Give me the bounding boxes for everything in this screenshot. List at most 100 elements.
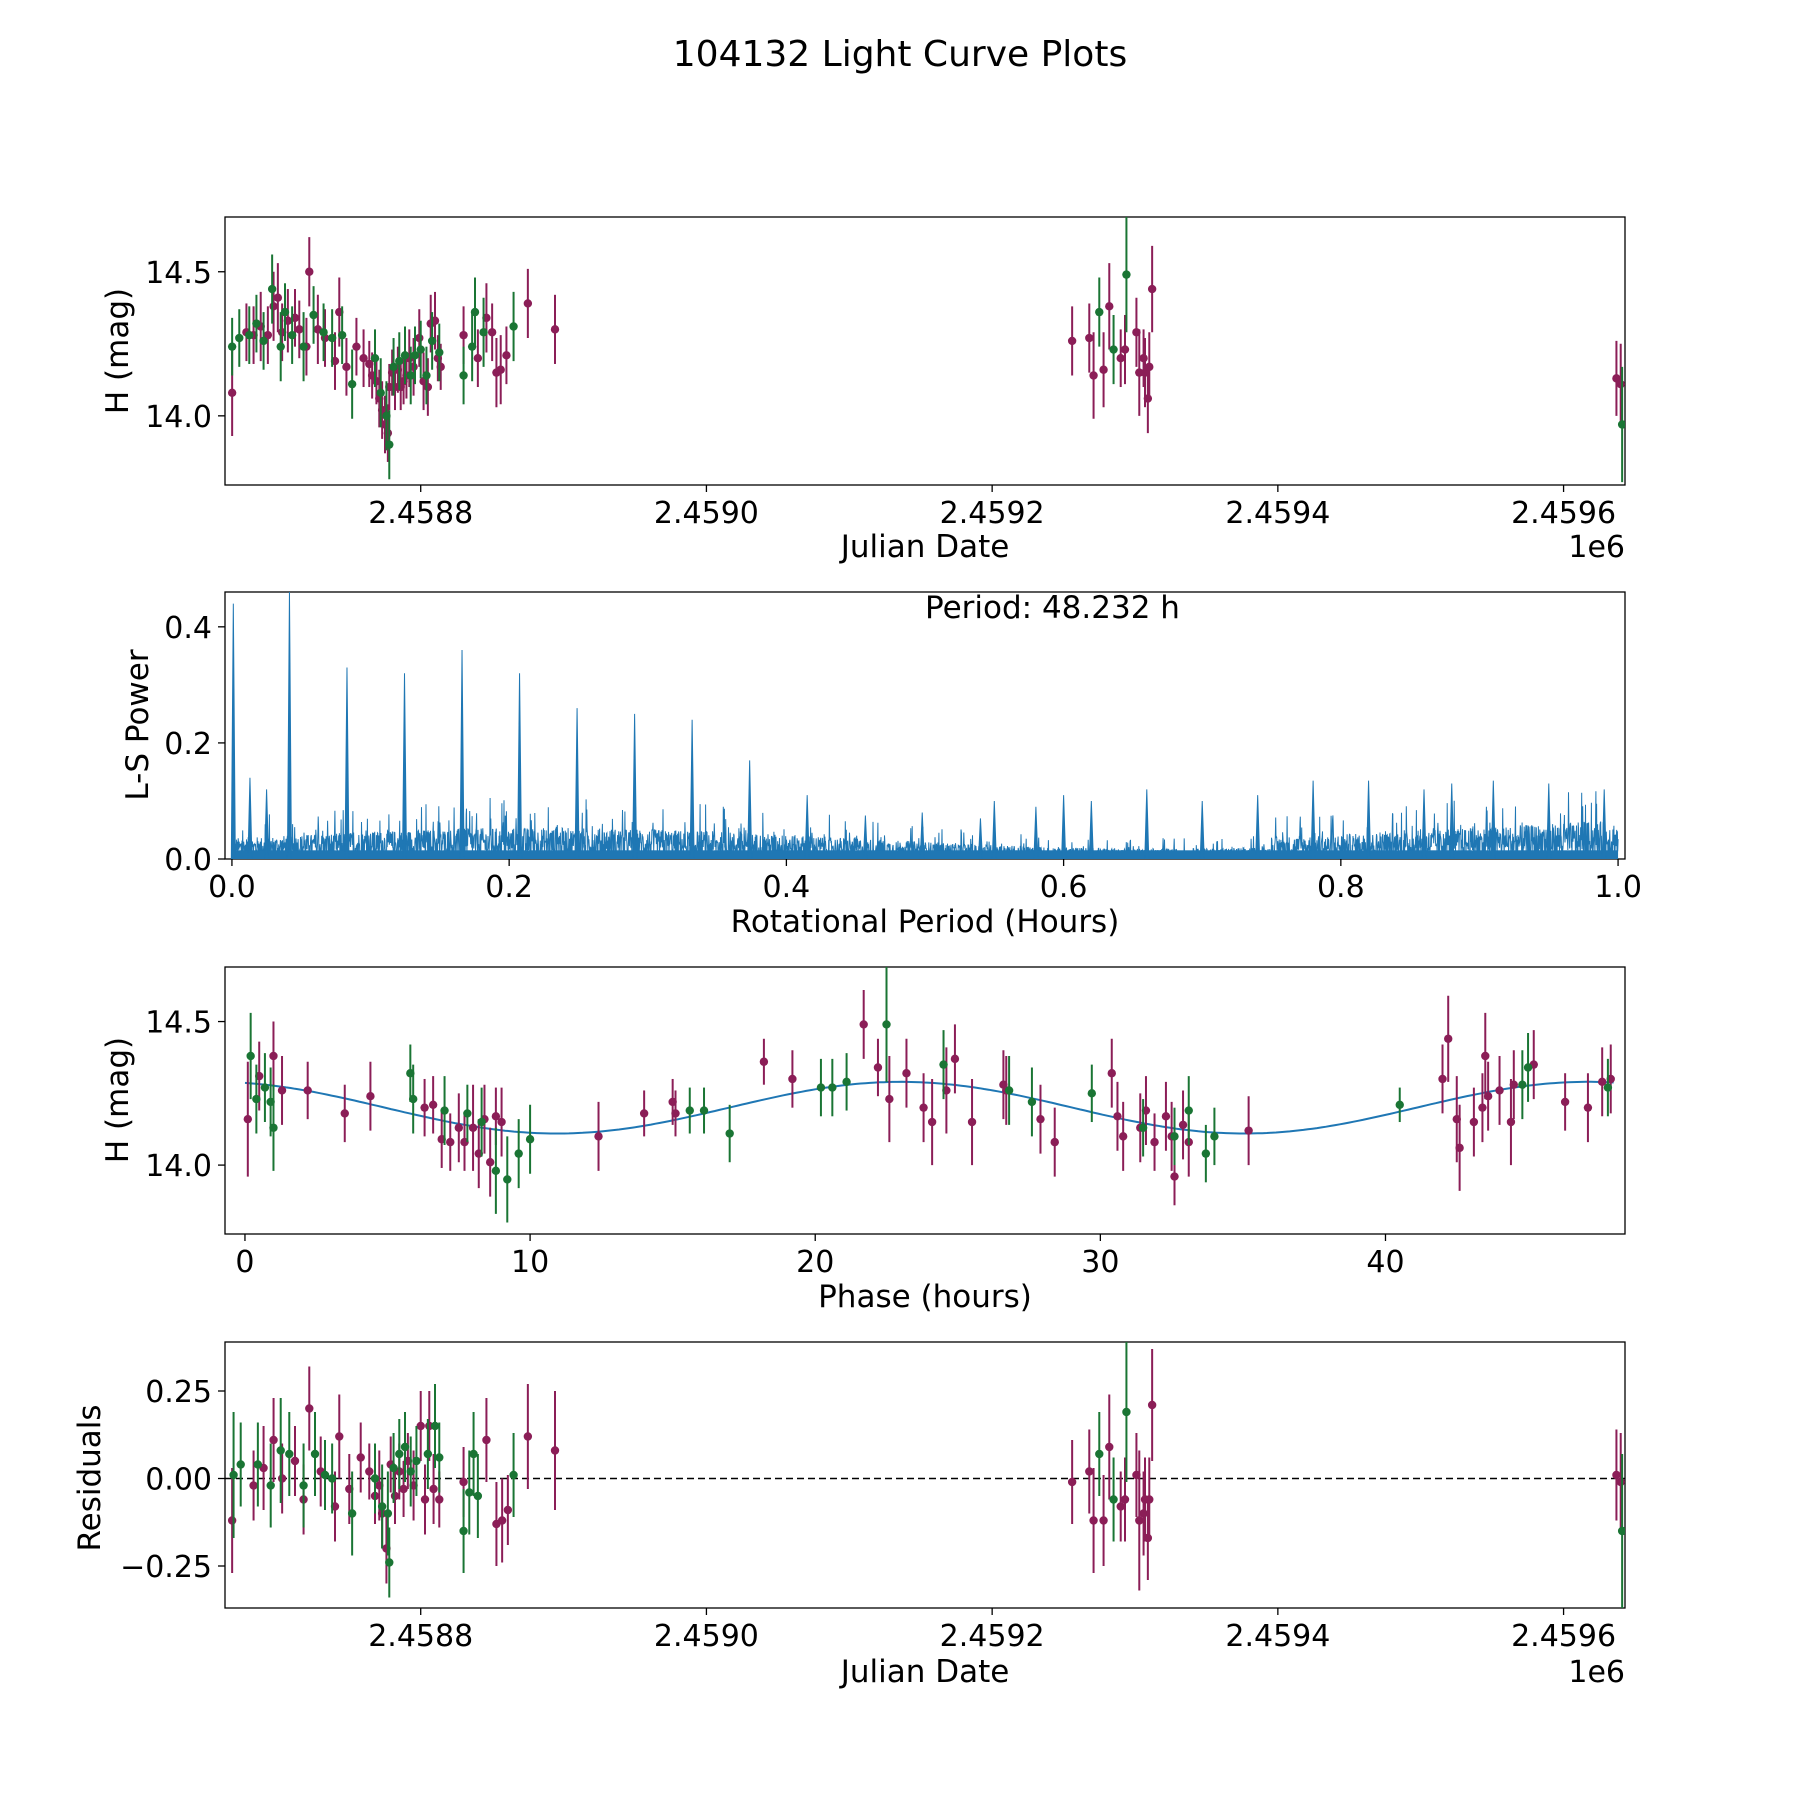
lightcurve-xtick-label: 2.4590: [654, 496, 759, 531]
phased-point: [269, 1051, 278, 1061]
phased-point: [1087, 1089, 1097, 1098]
residuals-point: [1135, 1516, 1144, 1525]
lightcurve-point: [415, 333, 424, 343]
phased-point: [1050, 1137, 1059, 1147]
residuals-ytick-label: −0.25: [120, 1550, 212, 1585]
lightcurve-point: [1105, 302, 1114, 311]
residuals-point: [365, 1467, 374, 1476]
lightcurve-point: [416, 345, 425, 354]
phased-ytick-label: 14.5: [145, 1006, 212, 1041]
residuals-point: [320, 1470, 330, 1480]
phased-point: [446, 1137, 455, 1147]
residuals-point: [389, 1463, 398, 1473]
lightcurve-point: [383, 428, 393, 438]
residuals-point: [523, 1432, 533, 1441]
phased-point: [1244, 1126, 1253, 1135]
lightcurve-point: [1095, 307, 1104, 317]
phased-point: [428, 1100, 438, 1110]
residuals-point: [277, 1474, 287, 1483]
phased-point: [1184, 1106, 1193, 1115]
periodogram-xtick-label: 1.0: [1594, 870, 1642, 905]
residuals-point: [395, 1449, 404, 1459]
lightcurve-point: [550, 325, 560, 334]
residuals-point: [482, 1435, 491, 1445]
phased-point: [1138, 1123, 1148, 1132]
residuals-point: [416, 1421, 425, 1431]
residuals-point: [1095, 1449, 1104, 1459]
residuals-point: [356, 1453, 365, 1462]
residuals-point: [1116, 1502, 1125, 1511]
phased-point: [277, 1086, 287, 1095]
phased-point: [1560, 1097, 1570, 1107]
phased-point: [828, 1083, 837, 1092]
lightcurve-point: [309, 310, 318, 320]
lightcurve-point: [295, 325, 304, 334]
residuals-point: [435, 1495, 444, 1504]
lightcurve-point: [227, 342, 237, 351]
residuals-point: [473, 1491, 483, 1501]
residuals-point: [1122, 1407, 1131, 1417]
lightcurve-point: [459, 330, 468, 340]
phased-point: [927, 1117, 937, 1127]
lightcurve-ylabel: H (mag): [100, 288, 136, 414]
periodogram-data: [230, 592, 1619, 859]
lightcurve-point: [395, 356, 404, 366]
lightcurve-point: [487, 328, 497, 337]
period-annotation: Period: 48.232 h: [925, 590, 1180, 626]
phased-point: [1444, 1034, 1453, 1043]
lightcurve-frame: [224, 216, 1626, 486]
residuals-point: [236, 1460, 245, 1469]
periodogram-peak: [1601, 789, 1607, 859]
periodogram-peak: [977, 818, 983, 859]
lightcurve-point: [479, 328, 488, 337]
lightcurve-point: [299, 342, 308, 351]
lightcurve-offset-text: 1e6: [1568, 530, 1625, 565]
phased-point: [1201, 1149, 1211, 1158]
lightcurve-point: [252, 319, 261, 328]
lightcurve-point: [422, 371, 431, 380]
lightcurve-point: [269, 302, 278, 311]
lightcurve-xtick-label: 2.4596: [1511, 496, 1616, 531]
lightcurve-point: [1617, 420, 1625, 429]
phased-point: [939, 1060, 948, 1069]
phased-point: [1150, 1137, 1159, 1147]
residuals-point: [1147, 1400, 1157, 1410]
lightcurve-point: [342, 362, 351, 372]
phased-ylabel: H (mag): [100, 1037, 136, 1163]
residuals-xlabel: Julian Date: [839, 1654, 1010, 1690]
periodogram-noise-floor: [231, 850, 1619, 859]
phased-point: [639, 1109, 649, 1118]
residuals-point: [469, 1449, 478, 1459]
lightcurve-xlabel: Julian Date: [839, 529, 1010, 565]
lightcurve-point: [473, 354, 483, 363]
periodogram-peak: [517, 673, 523, 859]
residuals-point: [459, 1526, 468, 1536]
lightcurve-point: [267, 284, 277, 294]
periodogram-peak: [689, 719, 695, 859]
phased-point: [1495, 1086, 1504, 1095]
phased-point: [1178, 1120, 1188, 1130]
residuals-point: [1616, 1477, 1625, 1487]
residuals-xtick-label: 2.4592: [940, 1619, 1045, 1654]
periodogram-peak: [286, 592, 292, 859]
phased-point: [1004, 1086, 1014, 1095]
phased-point: [303, 1086, 312, 1095]
residuals-xtick-label: 2.4596: [1511, 1619, 1616, 1654]
phased-point: [246, 1051, 255, 1061]
phased-point: [873, 1063, 883, 1072]
residuals-point: [310, 1449, 320, 1459]
periodogram-ytick-label: 0.0: [164, 843, 212, 878]
residuals-point: [1085, 1467, 1094, 1476]
lightcurve-point: [276, 342, 285, 351]
phased-point: [1469, 1117, 1479, 1127]
residuals-point: [253, 1460, 263, 1469]
residuals-frame: [224, 1341, 1626, 1609]
periodogram-xtick-label: 0.8: [1317, 870, 1365, 905]
residuals-point: [459, 1477, 468, 1487]
lightcurve-point: [502, 351, 511, 360]
residuals-point: [429, 1484, 438, 1494]
phased-point: [671, 1109, 680, 1118]
phased-point: [440, 1106, 449, 1115]
residuals-offset-text: 1e6: [1568, 1655, 1625, 1690]
residuals-point: [1067, 1477, 1077, 1487]
